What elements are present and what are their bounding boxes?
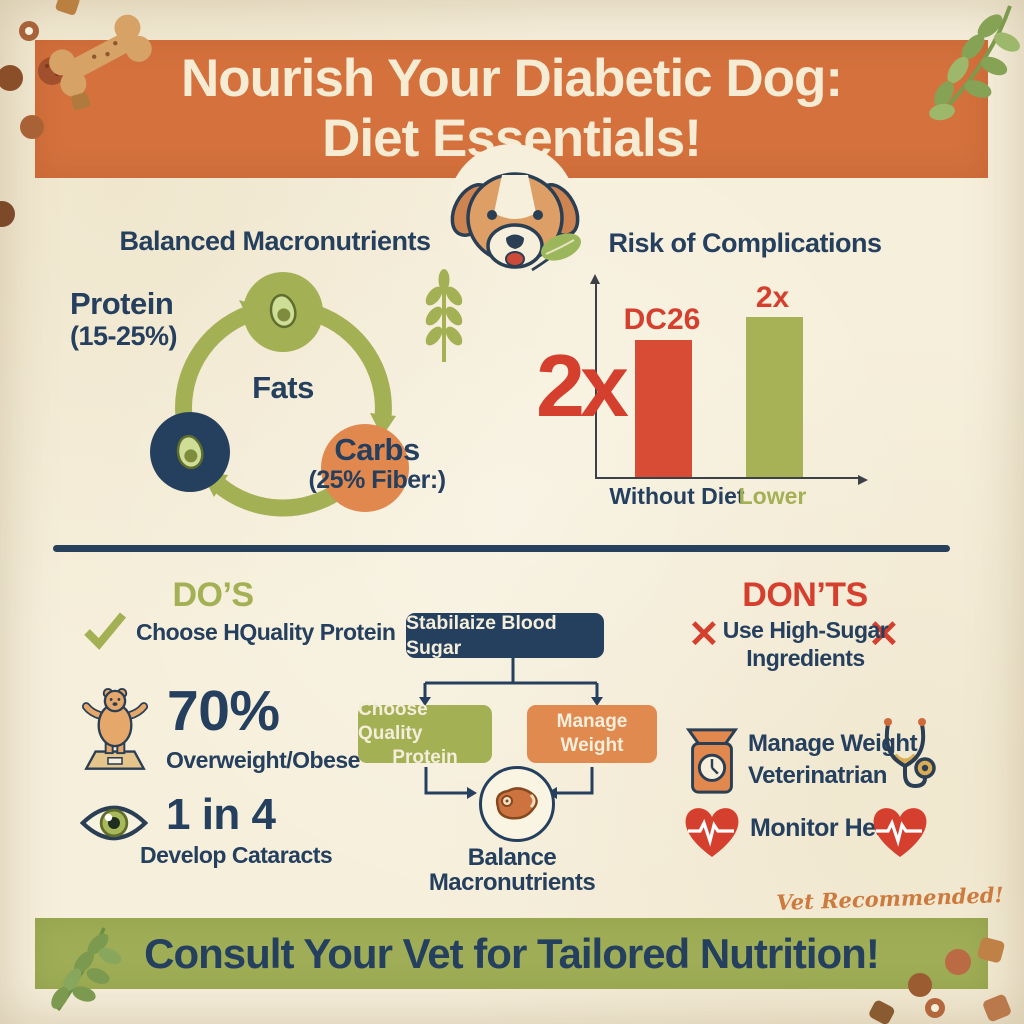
leaf-icon [531, 233, 581, 272]
overweight-pet-scale-icon [81, 687, 149, 770]
bone-treat-icon [49, 14, 152, 97]
risk-bar-chart [590, 274, 868, 485]
avocado-icon [176, 434, 204, 470]
donts-item-sugar-line2: Ingredients [746, 645, 865, 671]
footer-banner-text: Consult Your Vet for Tailored Nutrition! [144, 929, 880, 977]
flow-manage-weight-box: Manage Weight [527, 705, 657, 763]
wheat-icon [425, 269, 463, 362]
dog-head-icon [450, 172, 581, 272]
macronutrient-cycle-diagram [150, 272, 409, 517]
x-axis-arrow [858, 474, 868, 485]
heart-ekg-icon [685, 808, 739, 857]
category-without-diet: Without Diet [609, 483, 745, 509]
leaf-branch-bottom-left-decoration [51, 927, 122, 1012]
bar-without-diet [635, 340, 692, 477]
protein-label: Protein [70, 286, 174, 321]
cross-icon: ✕ [868, 614, 900, 656]
kibble-treats-top-left-decoration [0, 0, 152, 227]
dos-item-protein: Choose HQuality Protein [136, 619, 396, 645]
stethoscope-icon [884, 718, 936, 789]
donts-item-veterinarian: Veterinatrian [748, 762, 887, 789]
check-icon [84, 612, 127, 650]
section-divider [53, 545, 950, 552]
stat-overweight-value: 70% [167, 679, 280, 743]
protein-percent-label: (15-25%) [70, 321, 178, 351]
cross-icon: ✕ [688, 614, 720, 656]
leaf-branch-top-right-decoration [929, 5, 1020, 121]
balance-macronutrients-circle [479, 766, 555, 842]
stat-overweight-label: Overweight/Obese [166, 747, 360, 773]
footer-banner: Consult Your Vet for Tailored Nutrition! [35, 918, 988, 989]
bar-lower [746, 317, 803, 477]
carbs-node-circle [321, 424, 409, 512]
macronutrients-heading: Balanced Macronutrients [119, 226, 431, 256]
poster-title-line1: Nourish Your Diabetic Dog: [180, 49, 843, 109]
weight-scale-icon [685, 728, 739, 794]
flow-choose-quality-protein-box: Choose Quality Protein [358, 699, 492, 768]
stat-cataracts-value: 1 in 4 [166, 790, 276, 839]
kibble-treats-bottom-right-decoration [869, 937, 1011, 1024]
carbs-label: Carbs [334, 432, 420, 467]
flow-stabilize-blood-sugar-box: Stabilaize Blood Sugar [406, 612, 604, 659]
donts-heading: DON’TS [742, 576, 868, 614]
donts-item-sugar-line1: Use High-Sugar [722, 617, 889, 643]
bar-label-2x: 2x [755, 281, 790, 314]
category-lower: Lower [738, 483, 807, 509]
dos-heading: DO’S [172, 576, 254, 614]
flow-connector-top [419, 657, 603, 706]
risk-heading: Risk of Complications [608, 228, 882, 258]
bar-label-dc26: DC26 [623, 303, 701, 336]
vet-recommended-note: Vet Recommended! [775, 882, 1005, 915]
y-axis-arrow [590, 274, 600, 284]
cataracts-eye-icon [80, 805, 148, 841]
carbs-fiber-label: (25% Fiber:) [308, 466, 446, 494]
fats-label: Fats [252, 370, 314, 405]
risk-multiplier-annotation: 2x [536, 336, 629, 435]
steak-icon [495, 787, 538, 820]
cycle-arrows [175, 305, 392, 517]
stat-cataracts-label: Develop Cataracts [140, 842, 333, 868]
avocado-icon [269, 293, 297, 329]
flow-caption: Balance Macronutrients [428, 844, 596, 897]
heart-ekg-icon [873, 808, 927, 857]
